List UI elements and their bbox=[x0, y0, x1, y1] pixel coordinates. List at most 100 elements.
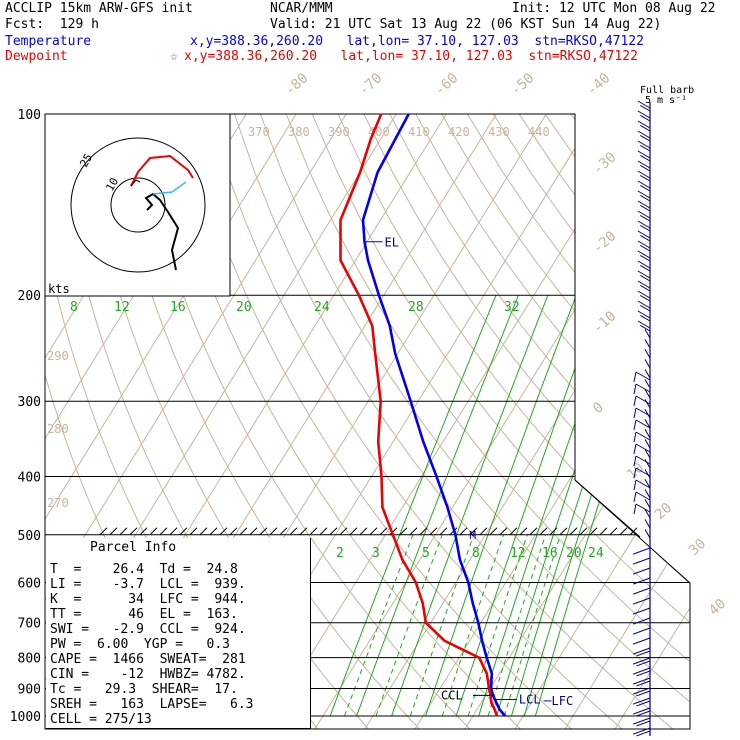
mixing-ratio-top-label: 28 bbox=[408, 300, 424, 315]
dry-adiabat-line bbox=[208, 114, 623, 729]
mixing-ratio-line bbox=[478, 295, 621, 717]
freezing-level-hatch bbox=[299, 527, 308, 536]
parcel-info-row: TT = 46 EL = 163. bbox=[50, 607, 238, 622]
wind-barb-feather bbox=[636, 700, 651, 707]
wind-barb bbox=[637, 130, 651, 139]
theta-label: 370 bbox=[248, 125, 270, 139]
freezing-level-hatch bbox=[129, 527, 138, 536]
wind-barb bbox=[644, 389, 651, 399]
wind-barb-long bbox=[633, 491, 651, 503]
freezing-level-hatch bbox=[519, 527, 528, 536]
wind-barb-long bbox=[633, 407, 651, 419]
dry-adiabat-line bbox=[596, 114, 690, 729]
wind-barb bbox=[637, 260, 651, 269]
freezing-level-hatch bbox=[169, 527, 178, 536]
hodograph-ring-inner bbox=[110, 177, 166, 233]
parcel-info-row: CELL = 275/13 bbox=[50, 712, 152, 727]
wind-barb-feather bbox=[640, 164, 651, 172]
wind-barb-feather bbox=[640, 194, 651, 202]
wind-barb-feather bbox=[640, 104, 651, 112]
mixing-ratio-low-label: 12 bbox=[510, 546, 526, 561]
plot-frame bbox=[44, 113, 691, 730]
pressure-tick-label: 200 bbox=[18, 289, 41, 304]
isotherm-label: -10 bbox=[590, 308, 620, 337]
dry-adiabat-line bbox=[285, 114, 690, 729]
freezing-level-hatch bbox=[139, 527, 148, 536]
wind-barb bbox=[632, 627, 651, 635]
mixing-ratio-line bbox=[487, 534, 547, 717]
hodograph-trace-low bbox=[144, 192, 180, 271]
valid-time: Valid: 21 UTC Sat 13 Aug 22 (06 KST Sun … bbox=[270, 17, 662, 32]
freezing-level-hatch bbox=[159, 527, 168, 536]
freezing-level-hatch bbox=[149, 527, 158, 536]
freezing-level-hatch bbox=[379, 527, 388, 536]
isotherm-label: 40 bbox=[706, 596, 729, 619]
wind-barb bbox=[644, 429, 651, 439]
parcel-info-row: LI = -3.7 LCL = 939. bbox=[50, 577, 246, 592]
wind-barb bbox=[644, 409, 651, 419]
dry-adiabat-line bbox=[389, 114, 690, 729]
freezing-level-hatch bbox=[369, 527, 378, 536]
wind-barb bbox=[637, 320, 651, 329]
wind-barb-feather bbox=[640, 284, 651, 292]
hodograph-trace-sfc bbox=[130, 179, 141, 187]
wind-barb bbox=[637, 230, 651, 239]
dry-adiabat-line bbox=[570, 114, 690, 729]
parcel-info-row: K = 34 LFC = 944. bbox=[50, 592, 246, 607]
wind-barb-feather bbox=[640, 134, 651, 142]
mixing-ratio-top-label: 16 bbox=[170, 300, 186, 315]
parcel-info-row: PW = 6.00 YGP = 0.3 bbox=[50, 637, 231, 652]
dewpoint-legend: Dewpoint bbox=[5, 49, 68, 64]
wind-barb bbox=[632, 647, 651, 655]
wind-barb-feather bbox=[636, 670, 651, 677]
dry-adiabat-line bbox=[130, 114, 471, 729]
wind-barb bbox=[637, 110, 651, 119]
wind-barb bbox=[632, 587, 651, 595]
wind-barb bbox=[644, 489, 651, 499]
wind-barb bbox=[644, 459, 651, 469]
wind-barb bbox=[637, 180, 651, 189]
isotherm-label: -80 bbox=[282, 70, 312, 99]
wind-barb bbox=[632, 677, 651, 685]
mixing-ratio-line bbox=[534, 295, 668, 717]
wind-barb-long bbox=[633, 479, 651, 491]
freezing-level-hatch bbox=[329, 527, 338, 536]
wind-barb-feather bbox=[640, 144, 651, 152]
theta-left-label: 270 bbox=[47, 496, 69, 510]
wind-barb-feather bbox=[640, 184, 651, 192]
wind-barb-feather bbox=[636, 730, 651, 737]
wind-barb bbox=[637, 290, 651, 299]
dry-adiabat-line bbox=[648, 114, 690, 729]
freezing-level-hatch bbox=[599, 527, 608, 536]
wind-barb bbox=[637, 300, 651, 309]
hodograph-box bbox=[44, 113, 231, 297]
isotherm-label: -20 bbox=[590, 228, 620, 257]
wind-barb bbox=[637, 120, 651, 129]
isotherm-line bbox=[45, 114, 314, 729]
pressure-tick-label: 500 bbox=[18, 529, 41, 544]
wind-barb bbox=[644, 419, 651, 429]
wind-barb bbox=[632, 597, 651, 605]
dry-adiabat-line bbox=[311, 114, 690, 729]
wind-barb-feather bbox=[636, 690, 651, 697]
isotherm-label: -40 bbox=[584, 70, 614, 99]
wind-barb bbox=[637, 170, 651, 179]
freezing-level-hatch bbox=[309, 527, 318, 536]
freezing-level-hatch bbox=[479, 527, 488, 536]
freezing-level-hatch bbox=[219, 527, 228, 536]
dry-adiabat-line bbox=[234, 114, 673, 729]
wind-barb bbox=[644, 339, 651, 349]
dry-adiabat-line bbox=[363, 114, 690, 729]
freezing-level-hatch bbox=[559, 527, 568, 536]
mixing-ratio-line bbox=[496, 295, 636, 717]
barb-note: Full barb 5 m s⁻¹ bbox=[640, 86, 694, 106]
wind-barb bbox=[644, 449, 651, 459]
dry-adiabat-line bbox=[182, 114, 572, 729]
wind-barb-feather bbox=[636, 720, 651, 727]
parcel-info-panel: Parcel Info T = 26.4 Td = 24.8 LI = -3.7 … bbox=[46, 538, 311, 729]
wind-barb bbox=[644, 399, 651, 409]
theta-label: 440 bbox=[528, 125, 550, 139]
init-time: Init: 12 UTC Mon 08 Aug 22 bbox=[512, 1, 716, 16]
freezing-level-hatch bbox=[419, 527, 428, 536]
wind-barb-feather bbox=[640, 174, 651, 182]
